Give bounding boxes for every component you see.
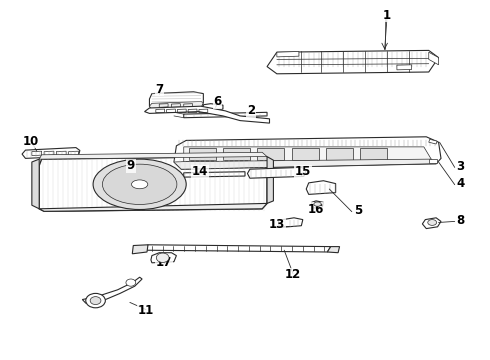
Text: 9: 9 [127, 159, 135, 172]
Polygon shape [174, 159, 436, 169]
Polygon shape [189, 148, 216, 160]
Polygon shape [32, 159, 39, 209]
Polygon shape [149, 102, 203, 110]
Text: 14: 14 [192, 165, 208, 178]
Text: 1: 1 [383, 9, 391, 22]
Polygon shape [267, 50, 439, 74]
Text: 2: 2 [247, 104, 255, 117]
Polygon shape [429, 52, 439, 65]
Polygon shape [203, 104, 223, 110]
Polygon shape [360, 148, 387, 160]
Polygon shape [422, 218, 441, 229]
Polygon shape [174, 137, 441, 169]
Polygon shape [397, 65, 412, 70]
Text: 8: 8 [457, 214, 465, 227]
Polygon shape [145, 106, 270, 123]
Polygon shape [429, 139, 437, 144]
Polygon shape [257, 148, 284, 160]
Text: 4: 4 [457, 177, 465, 190]
Polygon shape [306, 181, 336, 194]
Polygon shape [292, 148, 319, 160]
Text: 12: 12 [285, 268, 301, 281]
Polygon shape [132, 245, 148, 254]
Polygon shape [223, 148, 250, 160]
Polygon shape [39, 203, 267, 211]
Ellipse shape [314, 202, 321, 206]
Polygon shape [184, 172, 245, 177]
Text: 13: 13 [269, 219, 285, 231]
Polygon shape [429, 159, 437, 163]
Text: 6: 6 [214, 95, 221, 108]
Circle shape [156, 253, 169, 262]
Polygon shape [22, 148, 80, 158]
Circle shape [86, 293, 105, 308]
Circle shape [126, 279, 136, 286]
Polygon shape [278, 218, 303, 228]
Polygon shape [184, 112, 267, 118]
Polygon shape [312, 201, 323, 208]
Polygon shape [145, 245, 331, 252]
Polygon shape [267, 157, 273, 203]
Text: 16: 16 [308, 203, 324, 216]
Polygon shape [277, 51, 299, 57]
Polygon shape [149, 92, 203, 110]
Ellipse shape [93, 159, 186, 210]
Polygon shape [184, 147, 431, 163]
Ellipse shape [131, 180, 148, 189]
Text: 15: 15 [294, 165, 311, 178]
Text: 3: 3 [457, 160, 465, 173]
Ellipse shape [102, 164, 177, 204]
Polygon shape [39, 152, 267, 159]
Text: 11: 11 [138, 304, 154, 317]
Polygon shape [39, 157, 267, 211]
Polygon shape [82, 277, 142, 304]
Ellipse shape [428, 220, 437, 225]
Text: 17: 17 [156, 256, 172, 269]
Polygon shape [327, 247, 340, 253]
Polygon shape [151, 253, 176, 263]
Text: 5: 5 [354, 204, 362, 217]
Polygon shape [326, 148, 353, 160]
Circle shape [90, 297, 101, 305]
Text: 7: 7 [155, 83, 163, 96]
Text: 10: 10 [22, 135, 39, 148]
Polygon shape [247, 167, 306, 178]
